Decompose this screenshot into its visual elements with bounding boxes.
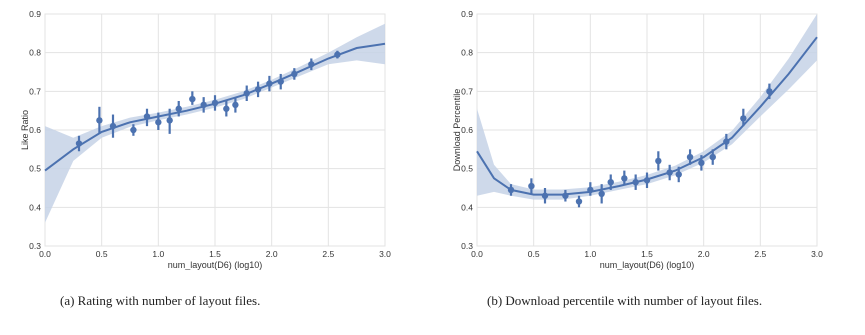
chart-a-point	[334, 51, 341, 58]
chart-a-point	[75, 140, 83, 147]
chart-a-xlabel: num_layout(D6) (log10)	[168, 260, 263, 270]
chart-a-point	[308, 61, 315, 68]
chart-b-ytick-label: 0.8	[461, 48, 473, 58]
chart-a-point	[175, 105, 182, 112]
chart-b-ylabel: Download Percentile	[452, 89, 462, 172]
chart-a-ytick-label: 0.3	[29, 241, 41, 251]
chart-b-point	[675, 171, 682, 178]
chart-a-xtick-label: 2.0	[266, 249, 278, 259]
chart-b-ytick-label: 0.4	[461, 202, 473, 212]
chart-a-point	[143, 113, 151, 120]
chart-b-ytick-label: 0.3	[461, 241, 473, 251]
chart-a-point	[200, 101, 207, 109]
chart-b-point	[562, 192, 569, 199]
chart-a-ytick-label: 0.5	[29, 164, 41, 174]
chart-b-ytick-label: 0.7	[461, 86, 473, 96]
chart-a-point	[166, 117, 173, 124]
chart-b-xtick-label: 1.0	[584, 249, 596, 259]
caption-a: (a) Rating with number of layout files.	[60, 293, 261, 308]
chart-b-xtick-label: 0.0	[471, 249, 483, 259]
chart-b-point	[686, 153, 694, 161]
chart-b-xtick-label: 2.5	[754, 249, 766, 259]
chart-a-xtick-label: 0.5	[96, 249, 108, 259]
caption-b: (b) Download percentile with number of l…	[487, 293, 763, 308]
chart-b-ytick-label: 0.9	[461, 9, 473, 19]
chart-a-point	[291, 70, 298, 78]
chart-a-ytick-label: 0.4	[29, 202, 41, 212]
chart-b-point	[655, 157, 662, 165]
chart-a-xtick-label: 1.5	[209, 249, 221, 259]
chart-b-ytick-label: 0.6	[461, 125, 473, 135]
chart-b-point	[643, 177, 651, 184]
chart-b-xtick-label: 2.0	[698, 249, 710, 259]
chart-a-point	[277, 78, 284, 85]
chart-a-point	[109, 122, 117, 130]
chart-a-svg: 0.0 0.5 1.0 1.5 2.0 2.5 3.0 0.3 0.4 0.5 0.6 0.7 0.8 0…	[20, 9, 391, 270]
chart-b-point	[740, 115, 747, 122]
chart-a-ytick-label: 0.9	[29, 9, 41, 19]
chart-a-point	[232, 101, 239, 109]
chart-b-point	[607, 179, 614, 186]
chart-a-ylabel: Like Ratio	[20, 110, 30, 150]
chart-b-point	[598, 190, 605, 197]
chart-b: 0.0 0.5 1.0 1.5 2.0 2.5 3.0 0.3 0.4 0.5 0.6 0.7 0.8 0…	[432, 0, 862, 270]
chart-b-point	[666, 169, 673, 176]
chart-b-point	[709, 153, 716, 161]
chart-b-point	[766, 88, 773, 95]
chart-a-point	[96, 117, 103, 124]
chart-b-ytick-label: 0.5	[461, 164, 473, 174]
chart-b-point	[507, 186, 515, 194]
chart-b-point	[632, 179, 639, 186]
chart-a-point	[266, 80, 273, 87]
chart-a-xtick-label: 1.0	[152, 249, 164, 259]
chart-a-point	[130, 126, 137, 134]
chart-a-ytick-label: 0.8	[29, 48, 41, 58]
chart-b-svg: 0.0 0.5 1.0 1.5 2.0 2.5 3.0 0.3 0.4 0.5 0.6 0.7 0.8 0…	[452, 9, 823, 270]
chart-a: 0.0 0.5 1.0 1.5 2.0 2.5 3.0 0.3 0.4 0.5 0.6 0.7 0.8 0…	[0, 0, 430, 270]
chart-a-point	[223, 105, 230, 112]
chart-b-point	[698, 159, 705, 167]
chart-a-point	[211, 99, 219, 107]
chart-a-ytick-label: 0.6	[29, 125, 41, 135]
chart-a-point	[243, 90, 250, 97]
chart-a-confidence-band	[45, 23, 385, 223]
chart-a-point	[189, 95, 196, 103]
chart-b-point	[528, 182, 535, 190]
chart-b-point	[723, 138, 730, 145]
chart-b-xtick-label: 3.0	[811, 249, 823, 259]
chart-a-point	[254, 86, 262, 93]
chart-b-xtick-label: 0.5	[528, 249, 540, 259]
chart-b-xlabel: num_layout(D6) (log10)	[600, 260, 695, 270]
chart-b-point	[575, 198, 583, 205]
chart-b-point	[621, 175, 628, 182]
chart-a-ytick-label: 0.7	[29, 86, 41, 96]
chart-a-xtick-label: 3.0	[379, 249, 391, 259]
chart-a-xtick-label: 0.0	[39, 249, 51, 259]
chart-b-point	[587, 186, 594, 194]
chart-b-xtick-label: 1.5	[641, 249, 653, 259]
chart-b-point	[541, 192, 549, 199]
chart-a-xtick-label: 2.5	[322, 249, 334, 259]
chart-a-point	[155, 119, 162, 126]
